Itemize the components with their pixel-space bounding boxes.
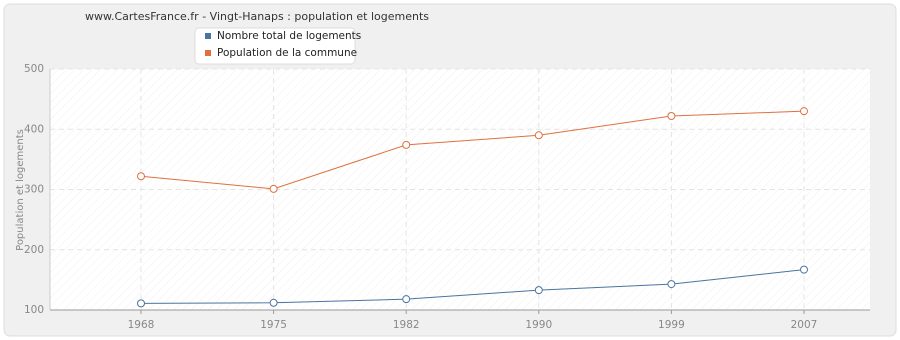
x-tick-label: 1975 — [260, 319, 287, 331]
legend-label: Population de la commune — [217, 47, 357, 59]
legend — [194, 27, 356, 65]
legend-swatch — [205, 50, 211, 56]
legend-swatch — [205, 33, 211, 39]
series-line — [140, 110, 805, 190]
x-tick-label: 1968 — [128, 319, 155, 331]
y-tick-label: 400 — [24, 123, 44, 135]
point — [534, 131, 543, 140]
point — [667, 280, 676, 289]
y-tick-label: 200 — [24, 244, 44, 256]
y-tick-label: 300 — [24, 184, 44, 196]
x-tick-label: 1982 — [393, 319, 420, 331]
x-tick-label: 2007 — [791, 319, 818, 331]
point — [800, 107, 808, 116]
point — [402, 140, 411, 149]
y-axis-label: Population et logements — [15, 129, 26, 251]
point — [800, 265, 808, 274]
x-tick-label: 1990 — [525, 319, 552, 331]
y-tick-label: 100 — [24, 304, 44, 316]
x-tick-label: 1999 — [658, 319, 685, 331]
point — [137, 172, 145, 181]
point — [137, 299, 145, 308]
y-tick-label: 500 — [24, 63, 44, 75]
point — [534, 286, 543, 295]
chart-title: www.CartesFrance.fr - Vingt-Hanaps : pop… — [85, 10, 429, 23]
point — [269, 298, 278, 307]
point — [402, 295, 411, 304]
series-line — [140, 269, 805, 304]
point — [269, 184, 278, 193]
legend-label: Nombre total de logements — [217, 30, 361, 42]
point — [667, 111, 676, 120]
